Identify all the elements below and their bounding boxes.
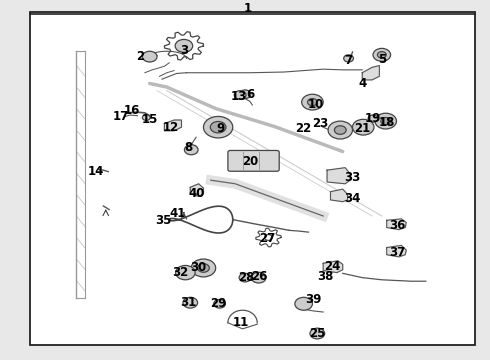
Circle shape (234, 91, 246, 99)
Text: 22: 22 (295, 122, 312, 135)
Text: 1: 1 (244, 3, 251, 15)
Text: 5: 5 (378, 53, 386, 66)
Circle shape (175, 265, 195, 280)
Text: 29: 29 (210, 297, 226, 310)
Circle shape (373, 48, 391, 61)
Text: 36: 36 (389, 219, 406, 232)
Circle shape (183, 297, 197, 308)
Text: 11: 11 (233, 316, 249, 329)
Text: 18: 18 (378, 116, 395, 129)
Circle shape (308, 99, 318, 106)
Polygon shape (387, 246, 406, 257)
Text: 6: 6 (246, 88, 254, 101)
Circle shape (197, 264, 209, 272)
Polygon shape (327, 168, 350, 184)
Polygon shape (323, 261, 343, 273)
Circle shape (368, 115, 378, 122)
Circle shape (295, 297, 313, 310)
Circle shape (184, 145, 198, 155)
FancyBboxPatch shape (228, 150, 279, 171)
Text: 41: 41 (170, 207, 186, 220)
Circle shape (352, 119, 374, 135)
Text: 32: 32 (172, 266, 189, 279)
Text: 16: 16 (123, 104, 140, 117)
Text: 33: 33 (344, 171, 361, 184)
Text: 37: 37 (390, 246, 406, 259)
Text: 15: 15 (142, 113, 158, 126)
Circle shape (214, 300, 225, 308)
Text: 26: 26 (251, 270, 268, 283)
Circle shape (191, 259, 216, 277)
Polygon shape (387, 219, 406, 230)
Circle shape (302, 94, 323, 110)
Text: 9: 9 (217, 122, 225, 135)
Text: 31: 31 (181, 296, 197, 309)
Circle shape (239, 90, 251, 99)
Circle shape (251, 272, 266, 283)
Text: 12: 12 (163, 121, 179, 134)
Circle shape (375, 113, 396, 129)
Text: 2: 2 (136, 50, 144, 63)
Text: 20: 20 (242, 155, 258, 168)
Circle shape (143, 51, 157, 62)
Text: 38: 38 (318, 270, 334, 283)
Circle shape (381, 117, 391, 125)
Circle shape (143, 114, 150, 120)
Text: 39: 39 (305, 293, 321, 306)
Text: 24: 24 (324, 260, 340, 273)
Polygon shape (331, 189, 347, 202)
Circle shape (334, 126, 346, 134)
Text: 23: 23 (313, 117, 329, 130)
Text: 13: 13 (231, 90, 247, 103)
Text: 10: 10 (308, 99, 324, 112)
Polygon shape (190, 184, 203, 196)
Circle shape (343, 55, 353, 62)
Polygon shape (164, 120, 181, 131)
Text: 28: 28 (238, 271, 255, 284)
Text: 17: 17 (112, 110, 128, 123)
Circle shape (210, 121, 226, 133)
Circle shape (265, 235, 272, 240)
Text: 40: 40 (188, 187, 204, 200)
Text: 19: 19 (365, 112, 381, 125)
Text: 3: 3 (180, 44, 188, 57)
Text: 27: 27 (259, 232, 275, 245)
Circle shape (178, 41, 190, 50)
Text: 4: 4 (358, 77, 367, 90)
Text: 14: 14 (88, 165, 104, 178)
Circle shape (239, 273, 251, 282)
Polygon shape (362, 66, 379, 80)
Text: 25: 25 (309, 327, 325, 340)
Text: 21: 21 (354, 122, 370, 135)
Text: 8: 8 (185, 141, 193, 154)
Circle shape (377, 51, 386, 58)
Text: 30: 30 (191, 261, 207, 274)
Circle shape (310, 328, 325, 339)
Text: 7: 7 (344, 54, 353, 67)
Circle shape (328, 121, 352, 139)
Circle shape (175, 40, 193, 52)
Text: 35: 35 (155, 214, 171, 227)
Circle shape (203, 116, 233, 138)
Text: 34: 34 (344, 192, 361, 205)
